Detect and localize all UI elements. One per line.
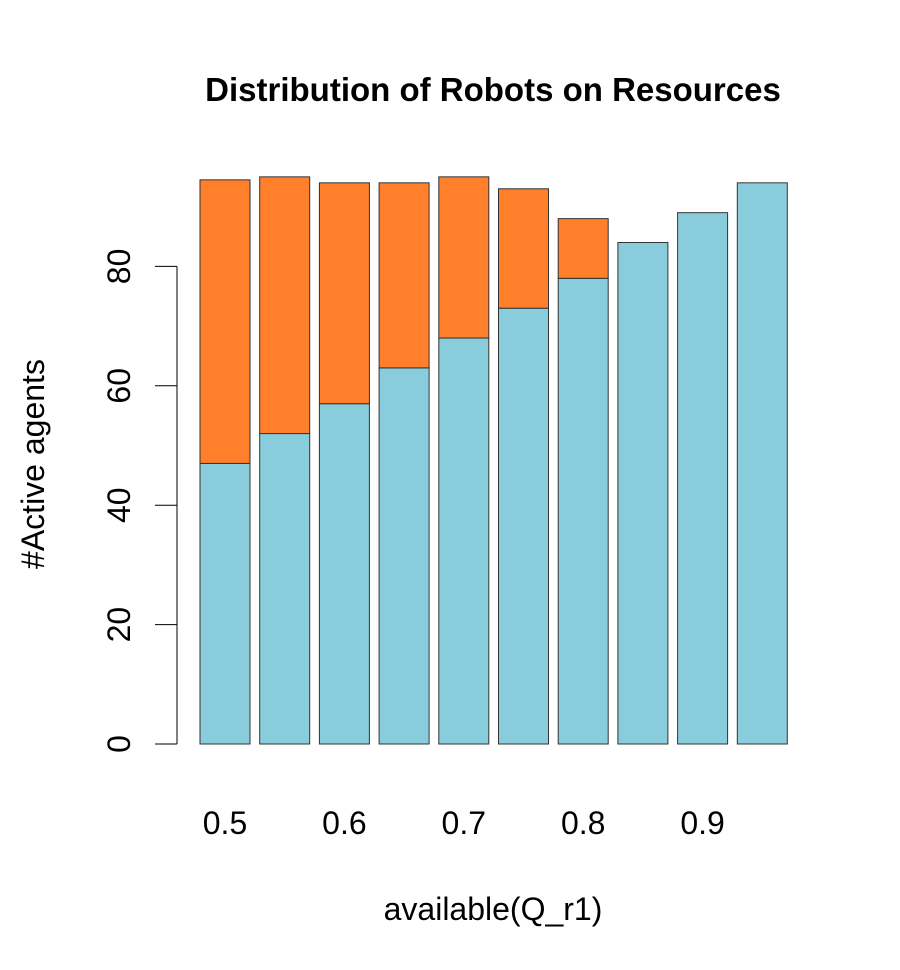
bar-series-2-6	[498, 188, 549, 309]
x-tick-label-0-5: 0.5	[203, 805, 247, 841]
bar-series-1-7	[557, 277, 609, 745]
x-tick-label-0-8: 0.8	[561, 805, 605, 841]
bar-series-2-3	[318, 182, 370, 405]
bar-series-1-3	[318, 403, 370, 745]
bar-series-1-5	[438, 337, 490, 745]
x-tick-label-0-6: 0.6	[322, 805, 366, 841]
bar-series-2-2	[259, 176, 311, 435]
x-axis: 0.5 0.6 0.7 0.8 0.9	[203, 805, 725, 841]
bar-series-1-2	[259, 433, 311, 745]
bar-series-1-8	[617, 242, 669, 745]
y-tick-label-60: 60	[101, 368, 137, 404]
bar-series-1-4	[378, 367, 430, 745]
bars-group	[199, 176, 788, 745]
bar-series-2-1	[199, 179, 251, 464]
bar-series-1-10	[736, 182, 788, 745]
bar-series-2-5	[438, 176, 490, 339]
y-tick-label-40: 40	[101, 487, 137, 523]
bar-series-2-4	[378, 182, 430, 369]
x-tick-label-0-7: 0.7	[442, 805, 486, 841]
bar-series-2-7	[557, 218, 609, 279]
y-axis: 0 20 40 60 80	[101, 249, 178, 753]
bar-series-1-1	[199, 462, 251, 745]
y-axis-label: #Active agents	[15, 359, 51, 569]
bar-series-1-9	[677, 212, 729, 745]
x-tick-label-0-9: 0.9	[680, 805, 724, 841]
x-axis-label: available(Q_r1)	[384, 891, 603, 927]
y-tick-label-20: 20	[101, 607, 137, 643]
y-tick-label-80: 80	[101, 249, 137, 285]
chart-title: Distribution of Robots on Resources	[205, 71, 781, 108]
y-tick-label-0: 0	[101, 735, 137, 753]
bar-series-1-6	[498, 307, 549, 745]
